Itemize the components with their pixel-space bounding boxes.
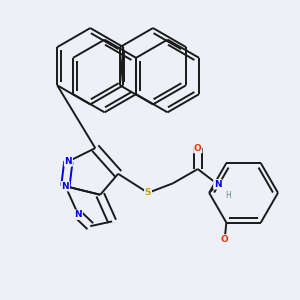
Text: N: N (61, 182, 69, 191)
Text: O: O (194, 144, 202, 153)
Text: N: N (74, 210, 82, 219)
Text: S: S (145, 188, 151, 197)
Text: N: N (214, 180, 221, 189)
Text: H: H (225, 191, 231, 200)
Text: O: O (221, 235, 229, 244)
Text: N: N (64, 157, 72, 166)
